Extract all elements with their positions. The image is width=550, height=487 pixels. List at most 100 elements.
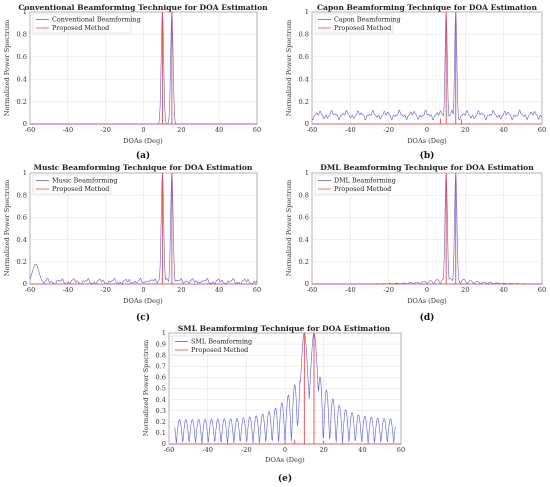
- panel-e-ytick-5: 0.5: [156, 385, 167, 393]
- panel-c-xtick-3: 0: [141, 286, 145, 294]
- panel-c-series: [29, 172, 258, 285]
- panel-c-xtick-4: 20: [177, 286, 185, 294]
- panel-c-xlabel: DOAs (Deg): [123, 297, 163, 305]
- panel-a-xtick-3: 0: [141, 126, 145, 134]
- panel-c-legend-blue: Music Beamforming: [52, 177, 118, 185]
- panel-b: Capon Beamforming Technique for DOA Esti…: [285, 3, 546, 161]
- panel-c-xtick-1: -40: [63, 286, 74, 294]
- panel-e-xtick-6: 60: [397, 446, 405, 454]
- panel-b-title: Capon Beamforming Technique for DOA Esti…: [317, 3, 537, 12]
- panel-e-xtick-1: -40: [202, 446, 213, 454]
- panel-b-xtick-1: -40: [345, 126, 356, 134]
- panel-a-xtick-0: -60: [25, 126, 36, 134]
- panel-d-title: DML Beamforming Technique for DOA Estima…: [320, 163, 534, 172]
- panel-e-ylabel: Normalized Power Spectrum: [142, 339, 150, 436]
- panel-d-label: (d): [420, 312, 435, 323]
- panel-b-xtick-0: -60: [307, 126, 318, 134]
- panel-e-ytick-9: 0.9: [156, 340, 167, 348]
- panel-d-legend: DML Beamforming Proposed Method: [314, 174, 396, 195]
- panel-e-xtick-3: 0: [283, 446, 287, 454]
- panel-a-ytick-4: 0.8: [17, 31, 28, 39]
- panel-a-ytick-0: 0: [23, 120, 27, 128]
- panel-e-xtick-0: -60: [164, 446, 175, 454]
- panel-a-xticks: -60 -40 -20 0 20 40 60: [25, 126, 262, 134]
- panel-d-ylabel: Normalized Power Spectrum: [285, 179, 293, 276]
- panel-e-xticks: -60 -40 -20 0 20 40 60: [164, 446, 406, 454]
- panel-b-yticks: 0 0.2 0.4 0.6 0.8 1: [299, 8, 310, 128]
- panel-e-ytick-6: 0.6: [156, 374, 167, 382]
- panel-d-ytick-2: 0.4: [299, 236, 310, 244]
- panel-d-legend-blue: DML Beamforming: [334, 177, 396, 185]
- panel-d-ytick-4: 0.8: [299, 191, 310, 199]
- panel-a-xtick-4: 20: [177, 126, 185, 134]
- panel-b-ytick-0: 0: [305, 120, 309, 128]
- panel-c-xtick-6: 60: [253, 286, 261, 294]
- panel-a-ytick-3: 0.6: [17, 53, 28, 61]
- panel-d-xtick-0: -60: [307, 286, 318, 294]
- panel-c-grid: [29, 172, 258, 285]
- panel-b-ytick-5: 1: [305, 8, 309, 16]
- panel-e-title: SML Beamforming Technique for DOA Estima…: [178, 324, 391, 333]
- panel-b-xtick-6: 60: [538, 126, 546, 134]
- panel-c-label: (c): [136, 312, 150, 323]
- panel-a-label: (a): [136, 150, 150, 161]
- panel-e-xtick-2: -20: [241, 446, 252, 454]
- panel-b-xtick-3: 0: [425, 126, 429, 134]
- panel-d-ytick-5: 1: [305, 169, 309, 177]
- panel-e-ytick-4: 0.4: [156, 396, 167, 404]
- panel-e-label: (e): [278, 473, 292, 484]
- panel-c-ytick-1: 0.2: [17, 258, 28, 266]
- panel-d-yticks: 0 0.2 0.4 0.6 0.8 1: [299, 169, 310, 288]
- panel-a-xlabel: DOAs (Deg): [123, 137, 163, 145]
- panel-a-title: Conventional Beamforming Technique for D…: [18, 3, 268, 12]
- panel-e-legend: SML Beamforming Proposed Method: [171, 335, 252, 356]
- panel-c-ytick-3: 0.6: [17, 214, 28, 222]
- panel-b-xtick-2: -20: [383, 126, 394, 134]
- panel-a-ylabel: Normalized Power Spectrum: [3, 19, 11, 116]
- panel-a-ytick-2: 0.4: [17, 75, 28, 83]
- panel-e-xlabel: DOAs (Deg): [265, 456, 305, 464]
- panel-e-ytick-0: 0: [162, 440, 166, 448]
- panel-e-legend-red: Proposed Method: [191, 346, 248, 354]
- panel-b-legend-blue: Capon Beamforming: [334, 16, 401, 24]
- panel-d-xtick-2: -20: [383, 286, 394, 294]
- panel-d-xticks: -60 -40 -20 0 20 40 60: [307, 286, 547, 294]
- panel-a-legend-blue: Conventional Beamforming: [52, 16, 141, 24]
- panel-e-legend-blue: SML Beamforming: [191, 338, 252, 346]
- panel-c-series-0-line: [29, 172, 258, 285]
- panel-d: DML Beamforming Technique for DOA Estima…: [285, 163, 546, 323]
- panel-a-xtick-1: -40: [63, 126, 74, 134]
- panel-b-xticks: -60 -40 -20 0 20 40 60: [307, 126, 547, 134]
- panel-c-legend: Music Beamforming Proposed Method: [32, 174, 118, 195]
- panel-c-ytick-2: 0.4: [17, 236, 28, 244]
- panel-a-ytick-1: 0.2: [17, 98, 28, 106]
- panel-d-series: [312, 172, 543, 285]
- panel-a-legend-red: Proposed Method: [52, 24, 109, 32]
- panel-b-series: [311, 11, 543, 125]
- panel-c: Music Beamforming Technique for DOA Esti…: [3, 163, 261, 323]
- panel-e-ytick-2: 0.2: [156, 418, 167, 426]
- panel-c-xtick-0: -60: [25, 286, 36, 294]
- panel-c-ytick-5: 1: [23, 169, 27, 177]
- panel-b-series-0-line: [311, 11, 543, 121]
- panel-c-xtick-5: 40: [215, 286, 223, 294]
- panel-e-yticks: 0 0.1 0.2 0.3 0.4 0.5 0.6 0.7 0.8 0.9 1: [156, 329, 167, 448]
- panel-b-ytick-1: 0.2: [299, 98, 310, 106]
- panel-e-ytick-3: 0.3: [156, 407, 167, 415]
- panel-b-legend-red: Proposed Method: [334, 24, 391, 32]
- panel-b-xtick-4: 20: [461, 126, 469, 134]
- panel-e-ytick-8: 0.8: [156, 351, 167, 359]
- panel-d-ytick-1: 0.2: [299, 258, 310, 266]
- panel-b-xtick-5: 40: [499, 126, 507, 134]
- panel-a-xtick-5: 40: [215, 126, 223, 134]
- panel-c-ytick-0: 0: [23, 280, 27, 288]
- panel-e-series: [169, 332, 401, 445]
- panel-d-ytick-3: 0.6: [299, 214, 310, 222]
- panel-a-legend: Conventional Beamforming Proposed Method: [32, 13, 141, 34]
- panel-e-ytick-1: 0.1: [156, 429, 167, 437]
- panel-e-xtick-5: 40: [358, 446, 366, 454]
- panel-d-xtick-4: 20: [461, 286, 469, 294]
- panel-c-xtick-2: -20: [100, 286, 111, 294]
- panel-d-legend-red: Proposed Method: [334, 185, 391, 193]
